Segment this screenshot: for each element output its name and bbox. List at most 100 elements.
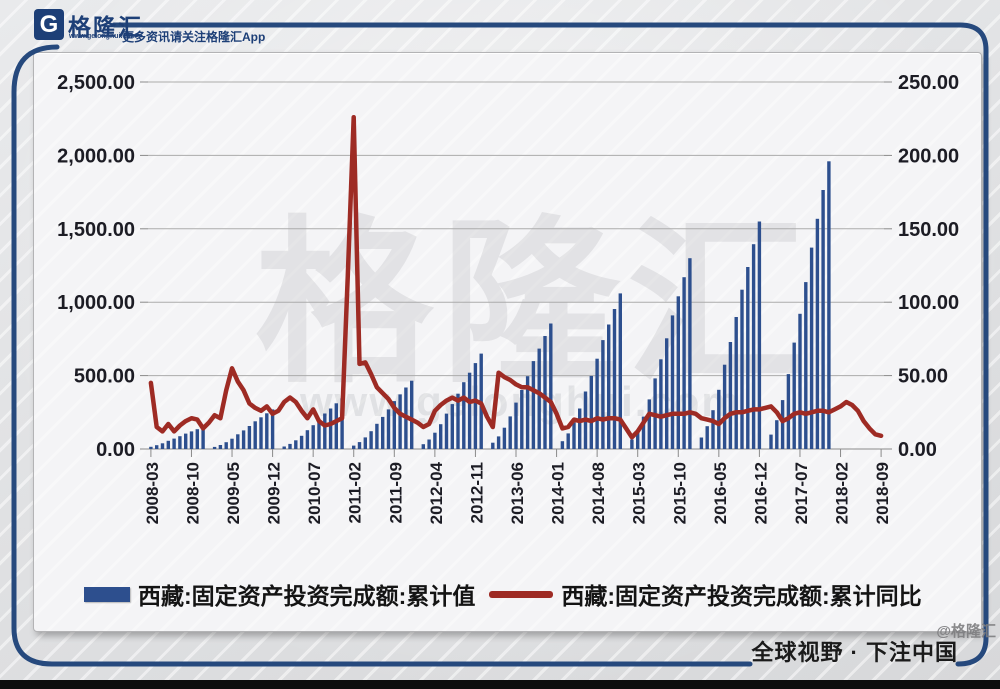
yoy-line bbox=[148, 114, 884, 440]
bar bbox=[607, 324, 611, 449]
bar bbox=[323, 413, 327, 449]
bar bbox=[247, 426, 252, 449]
footer-slogan: 全球视野 · 下注中国 bbox=[751, 640, 958, 665]
bar bbox=[537, 348, 541, 449]
bar bbox=[236, 434, 240, 449]
bar bbox=[467, 372, 472, 449]
bar bbox=[549, 323, 553, 449]
right-axis-label: 150.00 bbox=[898, 219, 959, 241]
bar bbox=[305, 430, 310, 449]
bar bbox=[433, 432, 437, 449]
bar bbox=[636, 429, 640, 449]
bar bbox=[827, 161, 831, 450]
bar bbox=[184, 433, 188, 449]
bar bbox=[450, 404, 454, 449]
bar bbox=[531, 361, 536, 449]
bar bbox=[352, 445, 356, 449]
bar bbox=[711, 410, 715, 449]
bar bbox=[670, 315, 675, 449]
bar bbox=[786, 374, 791, 449]
bar bbox=[421, 444, 425, 449]
bar bbox=[439, 424, 443, 449]
x-axis-label: 2018-09 bbox=[873, 462, 892, 524]
bar bbox=[809, 247, 814, 449]
bar bbox=[566, 433, 570, 449]
x-axis-label: 2011-09 bbox=[386, 462, 405, 523]
bar bbox=[201, 427, 205, 449]
bar bbox=[340, 398, 344, 449]
right-axis-label: 250.00 bbox=[898, 72, 959, 94]
bar bbox=[386, 409, 391, 449]
bar bbox=[751, 244, 756, 449]
bar bbox=[155, 445, 159, 449]
x-axis-label: 2018-02 bbox=[833, 462, 852, 524]
legend-bar-swatch bbox=[84, 586, 130, 602]
bar bbox=[224, 442, 228, 449]
left-axis-label: 2,000.00 bbox=[57, 145, 135, 167]
bar bbox=[728, 342, 733, 449]
x-axis-label: 2010-07 bbox=[305, 462, 324, 524]
frame-top-right bbox=[111, 22, 989, 667]
bar bbox=[630, 439, 634, 449]
bar bbox=[230, 438, 234, 449]
bar bbox=[299, 435, 304, 449]
bar bbox=[780, 400, 785, 449]
x-axis-label: 2016-05 bbox=[711, 462, 730, 524]
bar bbox=[641, 416, 646, 449]
bar bbox=[705, 426, 709, 449]
bar bbox=[665, 338, 669, 449]
bar bbox=[717, 389, 721, 449]
bar bbox=[410, 380, 414, 449]
bar bbox=[821, 190, 825, 449]
header-tagline: 更多资讯请关注格隆汇App bbox=[122, 30, 266, 44]
bar bbox=[740, 289, 744, 449]
bar bbox=[392, 401, 396, 449]
x-axis-label: 2009-05 bbox=[224, 462, 243, 524]
bar bbox=[589, 375, 593, 449]
bar bbox=[253, 421, 257, 449]
bar bbox=[491, 442, 495, 449]
bar bbox=[595, 358, 599, 449]
bar bbox=[270, 409, 275, 449]
bar bbox=[427, 439, 431, 449]
bar bbox=[676, 296, 680, 449]
x-axis-label: 2008-03 bbox=[143, 462, 162, 524]
bar bbox=[769, 434, 773, 449]
bar bbox=[259, 417, 263, 449]
bar bbox=[363, 437, 367, 449]
right-axis-label: 100.00 bbox=[898, 292, 959, 314]
x-axis-label: 2011-02 bbox=[346, 462, 365, 523]
bar bbox=[473, 363, 478, 449]
bar bbox=[525, 376, 530, 449]
bar bbox=[792, 342, 796, 449]
bar bbox=[189, 431, 194, 449]
bar bbox=[688, 258, 692, 449]
bar bbox=[456, 393, 460, 449]
x-axis-label: 2008-10 bbox=[183, 462, 202, 524]
bar bbox=[166, 440, 170, 449]
bar bbox=[647, 399, 651, 449]
bar bbox=[357, 442, 362, 449]
bar bbox=[734, 317, 738, 449]
bar bbox=[149, 446, 153, 449]
bar bbox=[241, 430, 246, 449]
bar bbox=[212, 446, 217, 449]
bar bbox=[804, 282, 808, 449]
bar bbox=[682, 277, 686, 449]
bottom-black-bar bbox=[0, 680, 1000, 689]
right-axis-label: 0.00 bbox=[898, 439, 937, 461]
bar bbox=[311, 425, 315, 449]
bar bbox=[757, 221, 762, 449]
frame-left-bottom bbox=[11, 44, 753, 667]
legend-bar-label: 西藏:固定资产投资完成额:累计值 bbox=[138, 583, 476, 609]
bar bbox=[502, 427, 507, 449]
chart-legend: 西藏:固定资产投资完成额:累计值 西藏:固定资产投资完成额:累计同比 bbox=[84, 577, 922, 611]
gelonghui-logo-text: 格隆汇 bbox=[68, 14, 143, 40]
x-axis-label: 2012-11 bbox=[467, 462, 486, 523]
gelonghui-logo-url: www.gelonghui.com bbox=[69, 33, 137, 40]
bar bbox=[775, 420, 779, 449]
bar bbox=[572, 422, 576, 449]
x-axis-label: 2009-12 bbox=[265, 462, 284, 524]
